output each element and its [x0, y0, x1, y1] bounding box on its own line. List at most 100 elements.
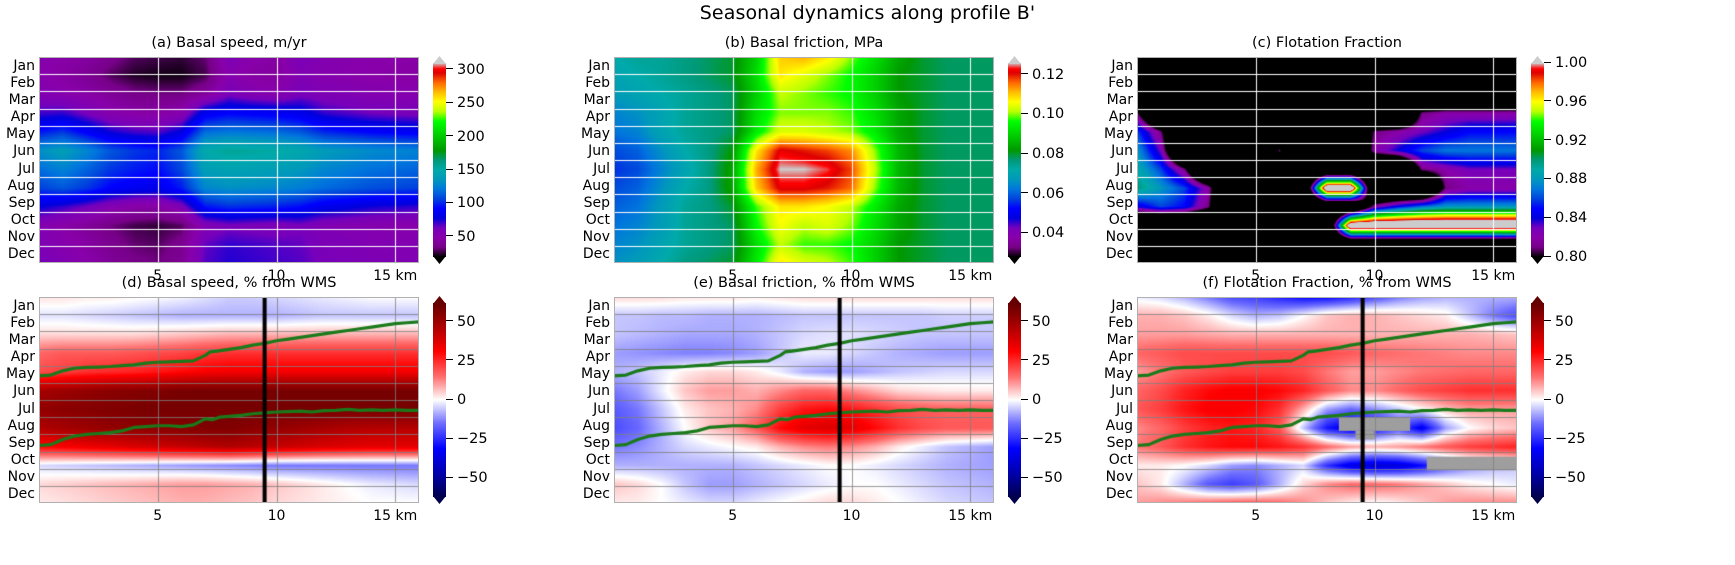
colorbar-tick-dash-icon — [1021, 359, 1028, 361]
colorbar-tick-text: 0.84 — [1555, 210, 1588, 227]
month-tick-label: Dec — [7, 246, 35, 263]
distance-tick-label: 10 — [267, 268, 286, 284]
heatmap-b[interactable] — [614, 57, 994, 263]
colorbar-tick-text: 50 — [1555, 313, 1574, 330]
colorbar-extend-top-icon — [1531, 296, 1544, 304]
heatmap-f[interactable] — [1137, 297, 1517, 503]
colorbar-tick-label: −25 — [1021, 431, 1063, 447]
colorbar-extend-bottom-icon — [1531, 496, 1544, 504]
month-tick-label: Oct — [585, 452, 610, 469]
colorbar-tick-dash-icon — [446, 359, 453, 361]
month-axis-e: Jan Feb Mar Apr May Jun Jul Aug Sep Oct Nov Dec — [572, 297, 610, 503]
month-tick-label: Oct — [585, 212, 610, 229]
colorbar-tick-dash-icon — [1021, 112, 1028, 114]
colorbar-c: 0.80 0.84 0.88 0.92 0.96 1.00 — [1531, 55, 1587, 265]
colorbar-tick-text: 0 — [1555, 392, 1565, 408]
heatmap-c[interactable] — [1137, 57, 1517, 263]
month-tick-label: Oct — [10, 212, 35, 229]
colorbar-tick-label: 0.06 — [1021, 186, 1064, 202]
month-tick-label: May — [581, 366, 610, 383]
colorbar-tick-label: 50 — [1544, 314, 1573, 330]
colorbar-extend-bottom-icon — [433, 496, 446, 504]
month-tick-label: May — [6, 366, 35, 383]
month-tick-label: Jun — [13, 143, 35, 160]
month-tick-label: Jan — [588, 57, 610, 74]
distance-tick-label: 15 km — [948, 508, 993, 524]
colorbar-tick-text: 25 — [457, 352, 476, 369]
panel-b: (b) Basal friction, MPa Jan Feb Mar Apr May Ju… — [581, 35, 1064, 284]
colorbar-tick-label: −25 — [446, 431, 488, 447]
month-tick-label: Aug — [7, 417, 35, 434]
colorbar-tick-label: 0.92 — [1544, 133, 1587, 149]
colorbar-extend-top-icon — [1008, 56, 1021, 64]
colorbar-tick-text: −25 — [1555, 431, 1586, 448]
colorbar-tick-label: 300 — [446, 62, 485, 78]
colorbar-tick-label: 0.80 — [1544, 249, 1587, 265]
colorbar-tick-dash-icon — [446, 68, 453, 70]
colorbar-tick-label: 0.96 — [1544, 94, 1587, 110]
colorbar-tick-dash-icon — [1021, 437, 1028, 439]
distance-tick-label: 10 — [1365, 268, 1384, 284]
month-tick-label: Jul — [1116, 400, 1133, 417]
month-tick-label: Aug — [582, 417, 610, 434]
colorbar-tick-label: 0.04 — [1021, 225, 1064, 241]
month-tick-label: Feb — [10, 74, 35, 91]
colorbar-extend-bottom-icon — [1008, 496, 1021, 504]
colorbar-tick-text: 25 — [1032, 352, 1051, 369]
month-tick-label: Jan — [13, 57, 35, 74]
colorbar-tick-dash-icon — [1021, 192, 1028, 194]
month-axis-c: Jan Feb Mar Apr May Jun Jul Aug Sep Oct Nov Dec — [1095, 57, 1133, 263]
month-tick-label: Sep — [583, 434, 610, 451]
heatmap-d[interactable] — [39, 297, 419, 503]
colorbar-tick-dash-icon — [1544, 359, 1551, 361]
heatmap-e[interactable] — [614, 297, 994, 503]
month-tick-label: Jun — [588, 383, 610, 400]
month-tick-label: May — [1104, 126, 1133, 143]
distance-tick-label: 5 — [728, 508, 738, 524]
month-tick-label: Jul — [593, 160, 610, 177]
colorbar-tick-label: 50 — [1021, 314, 1050, 330]
month-tick-label: Jul — [593, 400, 610, 417]
colorbar-tick-text: 0.10 — [1032, 106, 1065, 123]
colorbar-tick-dash-icon — [446, 235, 453, 237]
month-tick-label: Jan — [1111, 297, 1133, 314]
panel-e: (e) Basal friction, % from WMS Jan Feb Mar A… — [581, 275, 1063, 524]
colorbar-tick-dash-icon — [1544, 476, 1551, 478]
colorbar-tick-label: 25 — [446, 353, 475, 369]
distance-tick-label: 10 — [267, 508, 286, 524]
colorbar-tick-label: −50 — [446, 470, 488, 486]
colorbar-tick-label: 0 — [446, 392, 466, 408]
colorbar-tick-text: 300 — [457, 61, 485, 78]
month-tick-label: Feb — [1108, 314, 1133, 331]
colorbar-extend-top-icon — [1008, 296, 1021, 304]
colorbar-e: −50 −25 0 25 50 — [1008, 296, 1063, 504]
colorbar-tick-dash-icon — [1544, 255, 1551, 257]
month-tick-label: Jul — [18, 160, 35, 177]
month-tick-label: Jun — [588, 143, 610, 160]
month-tick-label: Feb — [1108, 74, 1133, 91]
colorbar-tick-dash-icon — [1544, 398, 1551, 400]
month-tick-label: Jan — [13, 297, 35, 314]
colorbar-d: −50 −25 0 25 50 — [433, 296, 488, 504]
heatmap-a[interactable] — [39, 57, 419, 263]
colorbar-tick-dash-icon — [1021, 320, 1028, 322]
colorbar-tick-text: 250 — [457, 95, 485, 112]
colorbar-tick-text: 0.88 — [1555, 171, 1588, 188]
colorbar-f: −50 −25 0 25 50 — [1531, 296, 1586, 504]
colorbar-tick-label: 250 — [446, 95, 485, 111]
panel-title-a: (a) Basal speed, m/yr — [151, 35, 307, 51]
month-tick-label: Aug — [7, 177, 35, 194]
month-tick-label: Nov — [1105, 469, 1133, 486]
colorbar-tick-dash-icon — [1021, 73, 1028, 75]
month-tick-label: Dec — [582, 486, 610, 503]
colorbar-tick-label: 100 — [446, 195, 485, 211]
colorbar-tick-dash-icon — [446, 101, 453, 103]
month-tick-label: Mar — [1106, 91, 1133, 108]
colorbar-tick-dash-icon — [446, 437, 453, 439]
colorbar-tick-text: 50 — [457, 228, 476, 245]
month-axis-a: Jan Feb Mar Apr May Jun Jul Aug Sep Oct Nov Dec — [0, 57, 35, 263]
month-tick-label: Mar — [583, 331, 610, 348]
distance-tick-label: 15 km — [373, 268, 418, 284]
colorbar-tick-text: −25 — [457, 431, 488, 448]
month-tick-label: Dec — [7, 486, 35, 503]
